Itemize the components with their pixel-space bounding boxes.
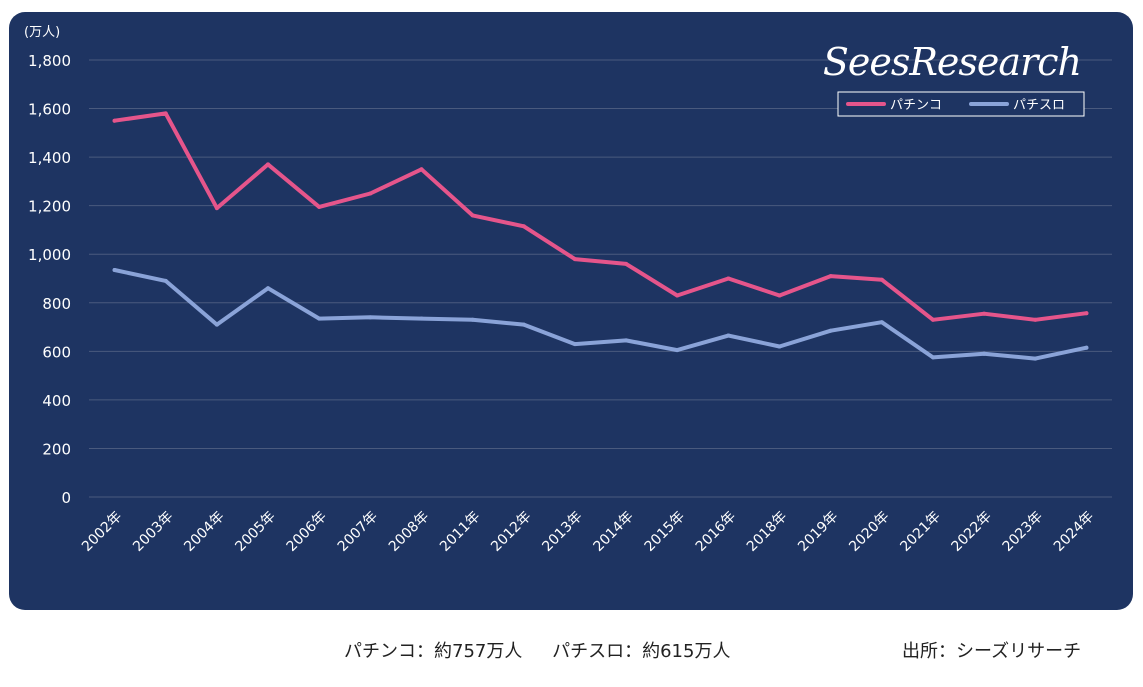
data-point [419, 316, 424, 321]
y-tick-label: 1,400 [28, 149, 71, 167]
data-point [879, 277, 884, 282]
series-line-2 [112, 268, 1089, 361]
data-point [266, 286, 271, 291]
data-point [572, 342, 577, 347]
y-tick-label: 0 [61, 489, 71, 507]
line-chart: 0 200 400 600 800 1,000 1,200 1,400 1,600 1,800 (万… [24, 25, 1112, 555]
y-tick-label: 600 [42, 343, 71, 361]
x-tick-label: 2005年 [232, 509, 278, 555]
data-point [163, 111, 168, 116]
data-point [777, 293, 782, 298]
x-tick-label: 2008年 [386, 509, 432, 555]
data-point [675, 293, 680, 298]
data-point [112, 118, 117, 123]
y-tick-label: 1,800 [28, 52, 71, 70]
data-point [266, 162, 271, 167]
data-point [214, 322, 219, 327]
data-point [675, 348, 680, 353]
data-point [521, 224, 526, 229]
x-tick-label: 2023年 [1000, 509, 1046, 555]
data-point [521, 322, 526, 327]
data-point [624, 338, 629, 343]
brand-logo: SeesResearch [823, 40, 1081, 84]
summary-pachislot: パチスロ：約615万人 [552, 641, 731, 662]
x-tick-label: 2002年 [79, 509, 125, 555]
x-tick-label: 2004年 [181, 509, 227, 555]
data-point [624, 261, 629, 266]
y-tick-label: 1,600 [28, 101, 71, 119]
x-tick-label: 2019年 [795, 509, 841, 555]
x-tick-label: 2003年 [130, 509, 176, 555]
data-point [214, 206, 219, 211]
x-tick-label: 2024年 [1051, 509, 1097, 555]
data-point [982, 311, 987, 316]
x-tick-label: 2007年 [335, 509, 381, 555]
data-point [1033, 317, 1038, 322]
data-point [930, 355, 935, 360]
data-point [163, 278, 168, 283]
data-point [726, 333, 731, 338]
data-point [777, 344, 782, 349]
data-point [112, 268, 117, 273]
x-tick-label: 2011年 [437, 509, 483, 555]
x-tick-label: 2014年 [590, 509, 636, 555]
y-unit-label: (万人) [24, 25, 60, 40]
data-point [368, 191, 373, 196]
data-point [828, 274, 833, 279]
y-tick-label: 800 [42, 295, 71, 313]
data-point [1033, 356, 1038, 361]
data-point [470, 213, 475, 218]
data-point [828, 328, 833, 333]
series-line-1 [112, 111, 1089, 322]
y-tick-label: 1,200 [28, 198, 71, 216]
y-tick-label: 400 [42, 392, 71, 410]
x-tick-label: 2016年 [693, 509, 739, 555]
x-tick-label: 2012年 [488, 509, 534, 555]
data-point [1084, 345, 1089, 350]
y-tick-label: 1,000 [28, 246, 71, 264]
data-point [317, 204, 322, 209]
x-tick-label: 2018年 [744, 509, 790, 555]
y-tick-label: 200 [42, 440, 71, 458]
summary-caption: パチンコ：約757万人 パチスロ：約615万人 [344, 637, 730, 663]
x-tick-label: 2006年 [284, 509, 330, 555]
data-point [1084, 311, 1089, 316]
legend-box [837, 91, 1085, 117]
legend-label: パチスロ [1013, 98, 1065, 113]
data-point [726, 276, 731, 281]
summary-pachinko: パチンコ：約757万人 [344, 641, 523, 662]
data-point [982, 351, 987, 356]
chart-panel: 0 200 400 600 800 1,000 1,200 1,400 1,600 1,800 (万… [9, 12, 1133, 610]
data-point [470, 317, 475, 322]
x-tick-label: 2022年 [949, 509, 995, 555]
x-tick-label: 2015年 [642, 509, 688, 555]
data-point [419, 167, 424, 172]
data-point [879, 320, 884, 325]
x-tick-label: 2021年 [897, 509, 943, 555]
x-tick-label: 2013年 [539, 509, 585, 555]
data-point [930, 317, 935, 322]
data-point [572, 257, 577, 262]
x-tick-label: 2020年 [846, 509, 892, 555]
data-point [317, 316, 322, 321]
legend-label: パチンコ [890, 98, 942, 113]
data-point [368, 315, 373, 320]
source-caption: 出所：シーズリサーチ [902, 641, 1082, 662]
